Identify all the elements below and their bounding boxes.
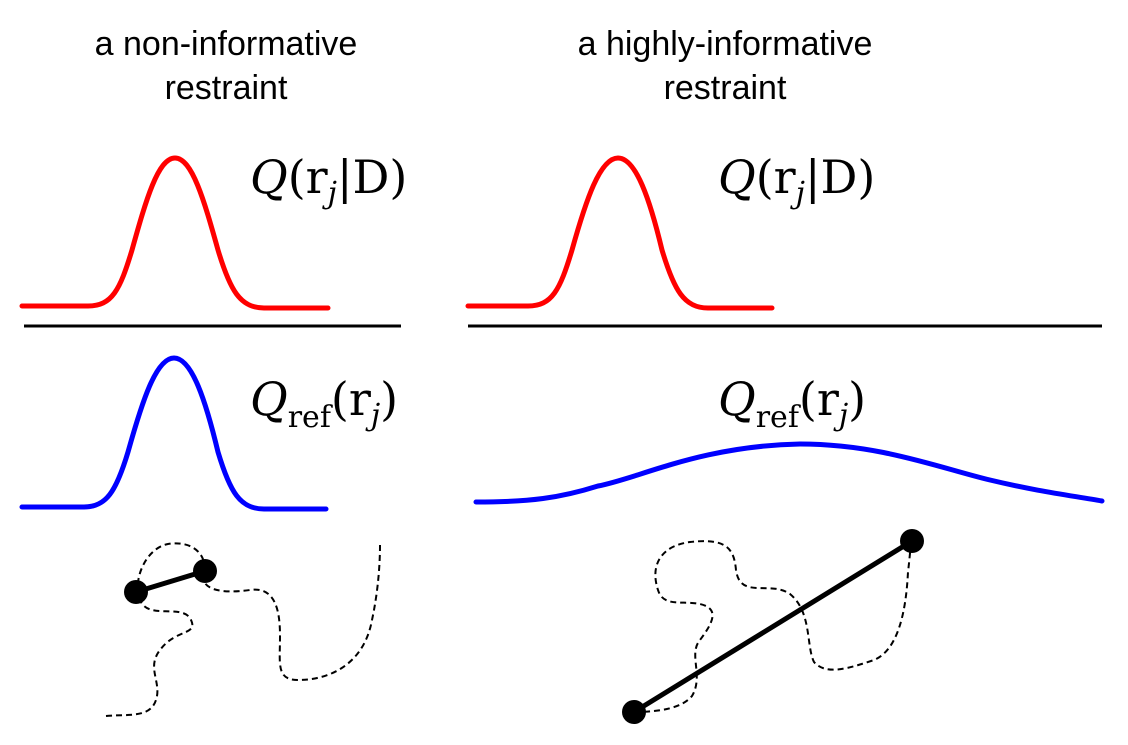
right-reference-curve	[473, 441, 1105, 505]
panel-title-line1: a non-informative	[94, 25, 358, 63]
left-posterior-label: Q(rj|D)	[250, 150, 407, 211]
right-restraint-bond	[632, 538, 914, 715]
right-reference-label: Qref(rj)	[718, 372, 866, 435]
right-chain-dashed	[633, 540, 913, 713]
left-reference-curve	[19, 355, 329, 512]
panel-title-line2: restraint	[164, 69, 288, 107]
left-reference-label: Qref(rj)	[250, 372, 398, 435]
right-restraint-atom-b	[900, 529, 924, 553]
panel-title-non-informative: a non-informative restraint	[26, 22, 426, 110]
left-restraint-atom-b	[193, 559, 217, 583]
panel-title-line1: a highly-informative	[577, 25, 873, 63]
left-restraint-bond	[135, 568, 206, 595]
left-chain-dashed	[105, 542, 381, 717]
right-posterior-label: Q(rj|D)	[718, 150, 875, 211]
panel-title-line2: restraint	[663, 69, 787, 107]
right-restraint-atom-a	[622, 700, 646, 724]
right-posterior-curve	[465, 155, 775, 311]
left-restraint-atom-a	[124, 580, 148, 604]
panel-title-highly-informative: a highly-informative restraint	[520, 22, 930, 110]
left-posterior-curve	[19, 155, 331, 311]
